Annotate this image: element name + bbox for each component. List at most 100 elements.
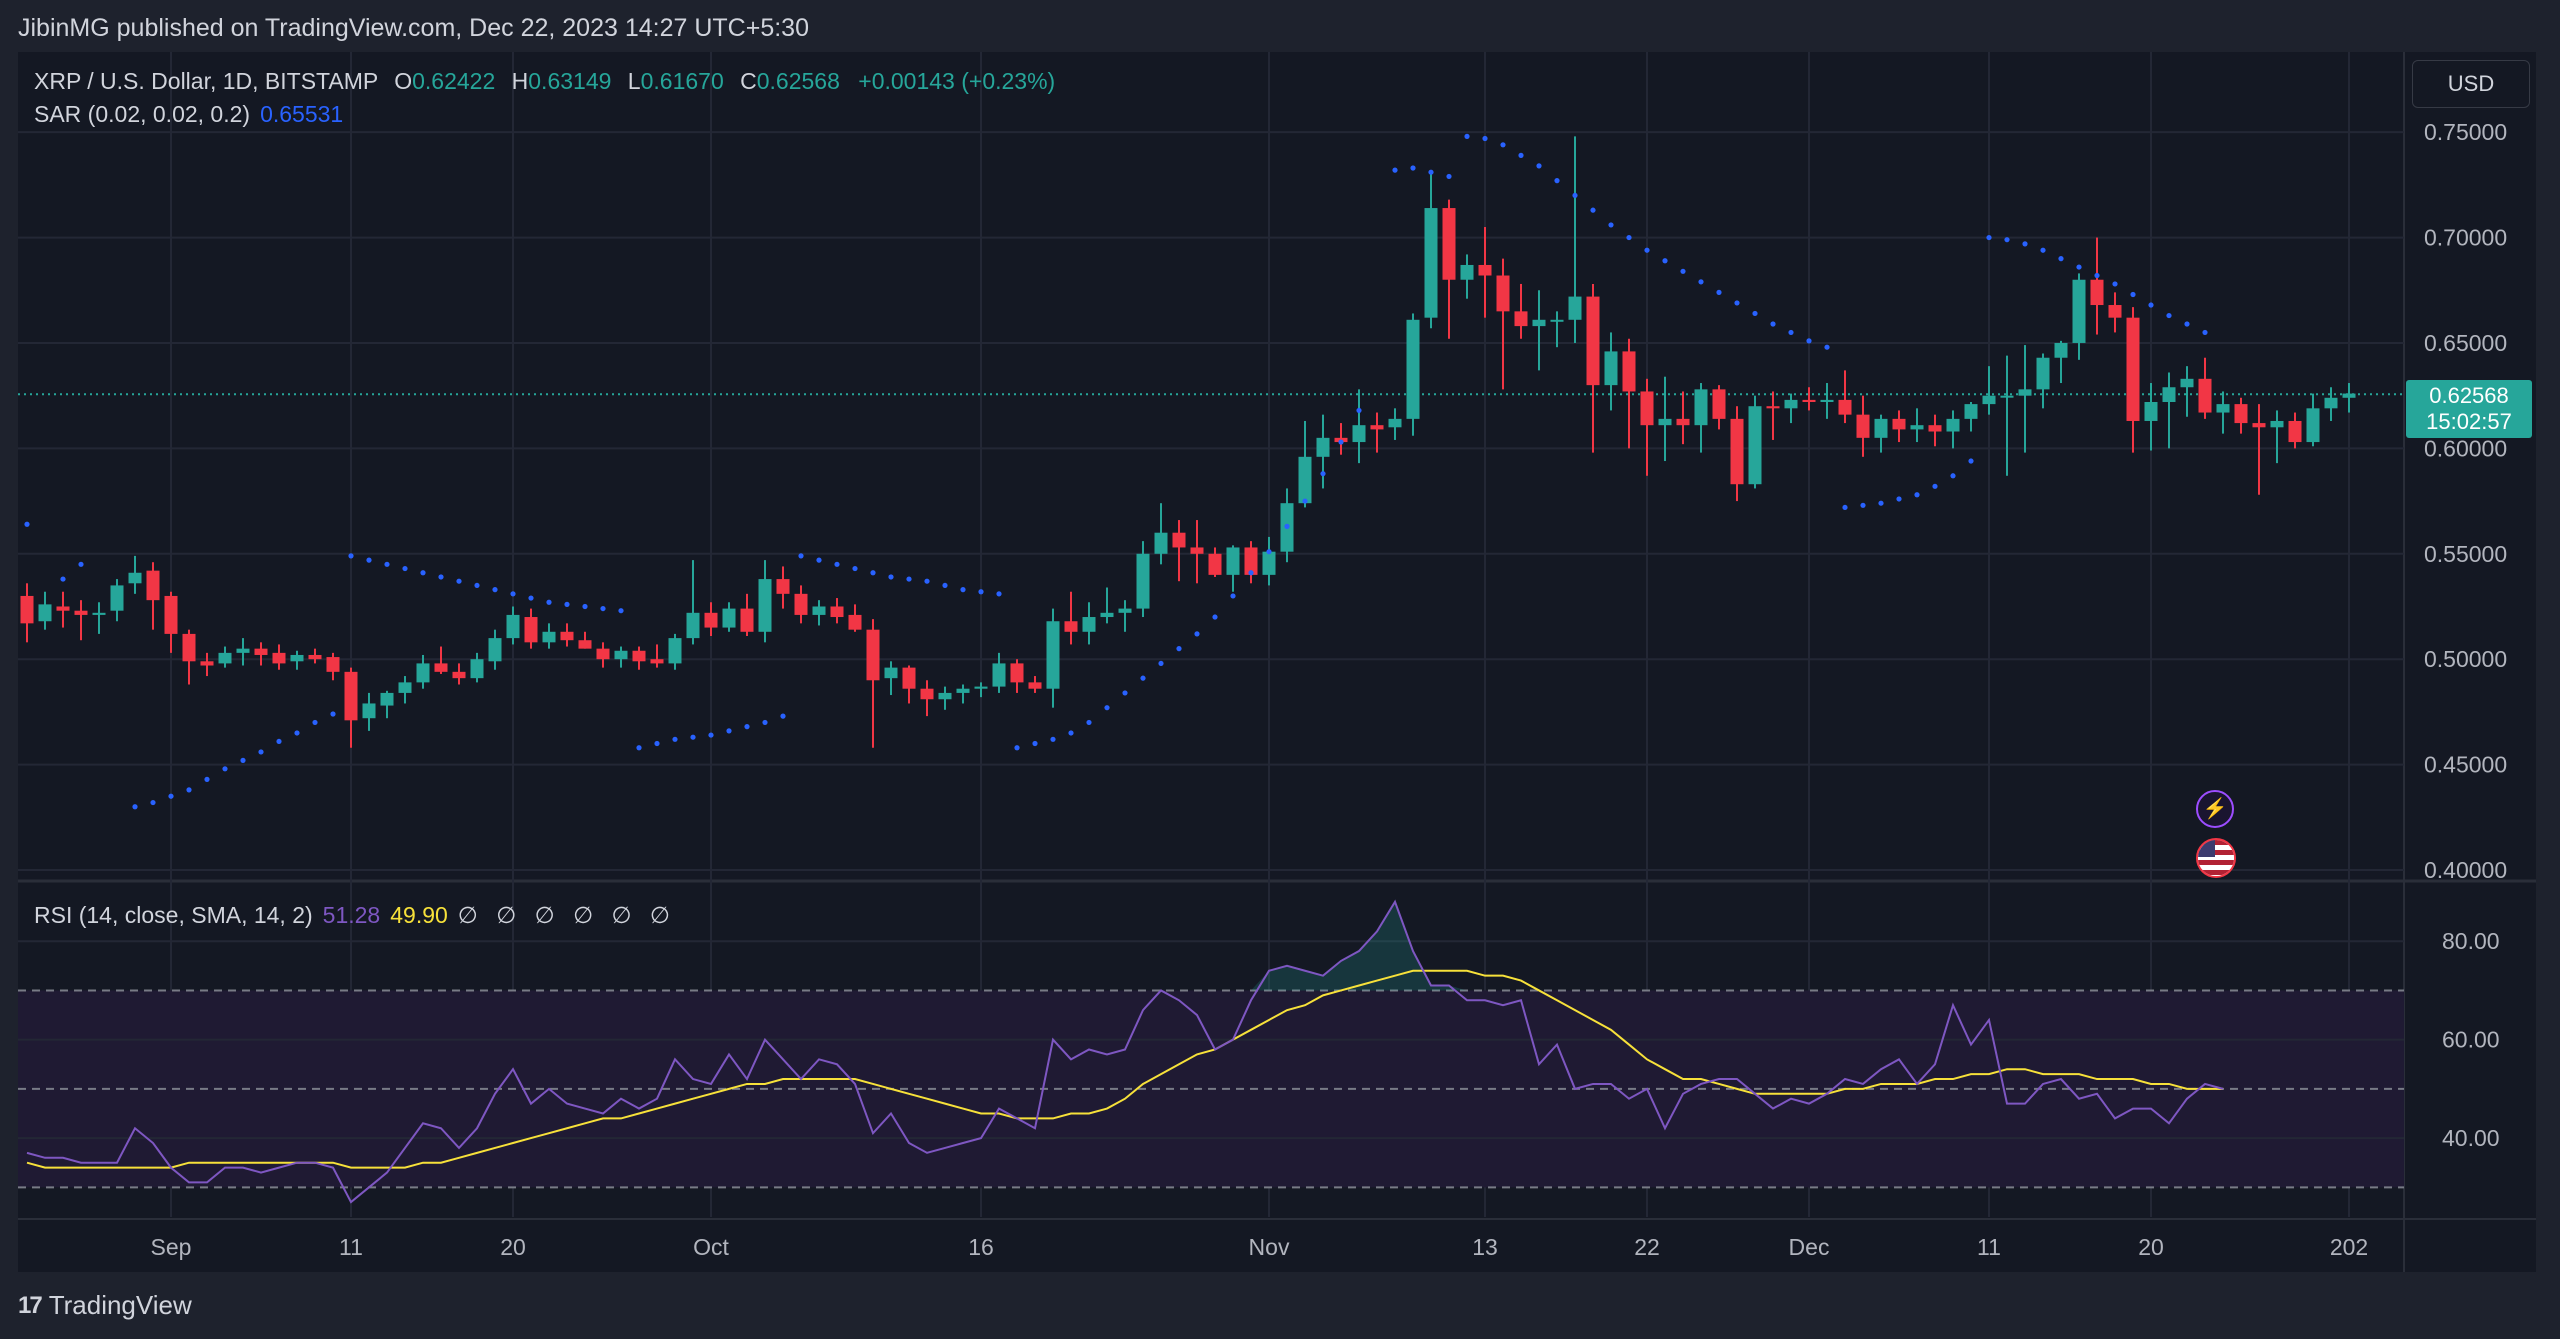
sar-dot [168, 793, 174, 799]
candle [1262, 536, 1276, 586]
sar-dot [366, 557, 372, 563]
candle [2054, 340, 2068, 384]
candle-body [542, 631, 556, 643]
candle [326, 652, 340, 681]
candle-body [56, 606, 70, 611]
candle-body [470, 659, 484, 679]
sar-dot [1392, 167, 1398, 173]
candle [1874, 414, 1888, 453]
us-flag-icon[interactable] [2196, 838, 2236, 878]
candle [2090, 237, 2104, 335]
candle-body [2018, 389, 2032, 396]
candle-body [1460, 264, 1474, 280]
time-tick-label: Oct [693, 1234, 729, 1260]
sar-dot [150, 799, 156, 806]
sar-dot [816, 557, 822, 563]
candle [740, 593, 754, 636]
candle [110, 579, 124, 622]
sar-dot [1608, 222, 1614, 228]
candle-body [1010, 663, 1024, 683]
sar-dot [204, 776, 210, 782]
low-value: 0.61670 [640, 68, 724, 94]
candle [776, 566, 790, 609]
candle-body [2198, 378, 2212, 413]
lightning-icon[interactable]: ⚡ [2196, 790, 2234, 828]
candle-body [1352, 425, 1366, 443]
top-bar: JibinMG published on TradingView.com, De… [0, 0, 2560, 52]
candle [2144, 383, 2158, 451]
sar-dot [690, 734, 696, 740]
footer-brand[interactable]: 17 TradingView [18, 1290, 192, 1321]
candle-body [2000, 395, 2014, 398]
sar-dot [1338, 439, 1344, 445]
time-tick-label: 11 [1977, 1234, 2001, 1260]
currency-button[interactable]: USD [2412, 60, 2530, 108]
candle [650, 644, 664, 668]
sar-dot [474, 582, 480, 589]
candle [1064, 591, 1078, 645]
candle [902, 665, 916, 704]
candle [1946, 410, 1960, 449]
candle-body [1208, 553, 1222, 575]
candle [956, 684, 970, 704]
candle [362, 692, 376, 731]
sar-dot [2076, 264, 2082, 270]
sar-dot [1914, 492, 1920, 498]
price-tick-label: 0.75000 [2424, 119, 2507, 145]
sar-dot [1464, 133, 1470, 139]
candle [848, 604, 862, 632]
sar-dot [924, 578, 930, 584]
sar-dot [942, 582, 948, 589]
rsi-label[interactable]: RSI (14, close, SMA, 14, 2) [34, 902, 313, 928]
candle [542, 623, 556, 649]
sar-dot [330, 711, 336, 717]
candle-body [1262, 551, 1276, 575]
rsi-tick-label: 80.00 [2442, 928, 2500, 954]
sar-dot [402, 565, 408, 572]
close-label: C [740, 68, 757, 94]
rsi-line [26, 899, 2224, 1204]
candle-body [1892, 418, 1906, 430]
chart-canvas[interactable]: 0.75000 0.70000 0.65000 0.60000 0.55000 0.500… [18, 52, 2536, 1272]
candle-body [1316, 437, 1330, 457]
candle-body [1856, 414, 1870, 438]
candle-body [1694, 389, 1708, 426]
candle [164, 591, 178, 653]
sar-dot [1086, 719, 1092, 726]
sar-dot [744, 724, 750, 730]
candle-body [1100, 612, 1114, 618]
sar-label[interactable]: SAR (0.02, 0.02, 0.2) [34, 101, 251, 127]
candle [1172, 520, 1186, 582]
candle-body [1640, 391, 1654, 426]
candle [920, 680, 934, 717]
time-tick-label: Dec [1789, 1234, 1830, 1260]
candle-body [434, 663, 448, 672]
candle-body [1442, 208, 1456, 280]
sar-dot [2202, 329, 2208, 336]
sar-dot [1248, 570, 1254, 576]
price-legend: XRP / U.S. Dollar, 1D, BITSTAMP O0.62422… [34, 68, 1055, 95]
candle-body [686, 612, 700, 639]
low-label: L [627, 68, 641, 94]
sar-dot [2058, 256, 2064, 262]
candle-body [110, 585, 124, 611]
candle [1802, 387, 1816, 411]
candle [1622, 338, 1636, 449]
time-tick-label: 13 [1472, 1234, 1498, 1260]
candle [830, 598, 844, 624]
candle [146, 562, 160, 630]
sar-dot [1536, 163, 1542, 169]
candle [1658, 376, 1672, 462]
candle [1226, 545, 1240, 592]
sar-dot [438, 574, 444, 580]
candle [2018, 345, 2032, 453]
time-tick-label: 20 [2138, 1234, 2164, 1260]
candle-body [2234, 404, 2248, 424]
sar-dot [60, 576, 66, 582]
candle [128, 555, 142, 594]
candle [1838, 370, 1852, 424]
candle-body [758, 579, 772, 632]
symbol-label[interactable]: XRP / U.S. Dollar, 1D, BITSTAMP [34, 68, 378, 94]
sar-dot [1824, 344, 1830, 350]
candle [1676, 391, 1690, 445]
